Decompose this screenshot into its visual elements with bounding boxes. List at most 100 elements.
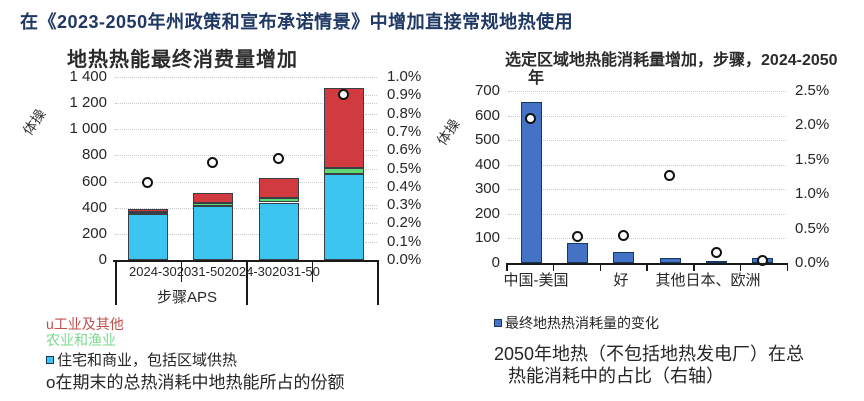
- bar-segment-residential: [258, 202, 299, 260]
- gridline: [508, 238, 786, 240]
- gridline: [115, 233, 377, 235]
- right-legend-label: 最终地热热消耗量的变化: [505, 315, 659, 331]
- x-axis-tick: [506, 263, 508, 271]
- y-axis-tick-label: 400: [474, 155, 500, 173]
- y2-axis-tick-label: 0.1%: [387, 232, 422, 250]
- gridline: [115, 207, 377, 209]
- bar-segment-agriculture: [258, 198, 299, 203]
- bar-segment-agriculture: [127, 212, 168, 214]
- bar-segment-agriculture: [324, 168, 365, 175]
- gridline-stub: [365, 113, 377, 115]
- gridline-stub: [365, 150, 377, 152]
- y2-axis-tick-label: 0.4%: [387, 177, 422, 195]
- x-axis-category-label: 2024-30: [224, 264, 273, 279]
- x-axis-group-line: [377, 260, 379, 305]
- y-axis-tick-label: 0: [98, 251, 107, 268]
- gridline: [508, 213, 786, 215]
- y2-axis-tick-label: 0.5%: [795, 219, 830, 237]
- right-chart-title-text: 选定区域地热能消耗量增加，步骤，: [505, 52, 762, 69]
- y-axis-tick-label: 1 000: [69, 120, 107, 138]
- right-caption-line1: 2050年地热（不包括地热发电厂）在总: [494, 344, 805, 364]
- gridline: [508, 189, 786, 191]
- legend-share-label: 在期末的总热消耗中地热能所占的份额: [55, 373, 345, 392]
- x-axis-tick: [786, 263, 788, 271]
- legend-agriculture-label: 农业和渔业: [46, 332, 116, 348]
- y2-axis-tick-label: 0.6%: [387, 141, 422, 159]
- bar-segment-industry: [324, 87, 365, 169]
- share-marker: [207, 157, 219, 168]
- x-axis-category-label: 2031-50: [176, 264, 225, 279]
- bar-segment-residential: [324, 174, 365, 260]
- share-marker: [571, 230, 583, 242]
- right-caption-line2: 热能消耗中的占比（右轴）: [508, 366, 724, 386]
- legend-agriculture: 农业和渔业: [46, 330, 116, 350]
- right-chart-title-years: 2024-2050: [761, 52, 838, 69]
- square-bullet-icon: u: [46, 316, 54, 332]
- y2-axis-tick-label: 0.8%: [387, 104, 422, 122]
- x-axis-group-line: [115, 260, 117, 305]
- x-axis-tick: [311, 260, 313, 282]
- legend-residential: 住宅和商业，包括区域供热: [46, 349, 237, 370]
- x-axis-tick: [693, 263, 695, 271]
- y-axis-tick-label: 0: [491, 254, 500, 271]
- gridline-stub: [365, 223, 377, 225]
- y2-axis-tick-label: 1.0%: [795, 185, 830, 203]
- y-axis-tick-label: 700: [474, 82, 500, 99]
- bar-consumption-change: [613, 251, 635, 263]
- y2-axis-tick-label: 2.5%: [795, 82, 830, 99]
- gridline: [115, 77, 377, 78]
- cyan-square-icon: [46, 356, 54, 364]
- left-chart-y-axis-label: 体操: [19, 105, 49, 139]
- gridline: [508, 91, 786, 92]
- bar-segment-industry: [193, 192, 234, 204]
- share-marker: [617, 229, 629, 241]
- left-chart-title: 地热热能最终消费量增加: [67, 49, 298, 71]
- bar-segment-industry: [258, 177, 299, 199]
- y2-axis-tick-label: 0.7%: [387, 122, 422, 140]
- bar-consumption-change: [706, 261, 727, 263]
- y-axis-tick-label: 200: [474, 204, 500, 222]
- gridline: [115, 129, 377, 131]
- y2-axis-tick-label: 0.0%: [387, 251, 422, 268]
- x-axis-tick: [646, 263, 648, 271]
- y-axis-tick-label: 600: [474, 106, 500, 124]
- bar-consumption-change: [520, 102, 542, 263]
- x-axis-tick: [180, 260, 182, 282]
- legend-residential-label: 住宅和商业，包括区域供热: [57, 352, 238, 369]
- y-axis-tick-label: 1 200: [69, 94, 107, 112]
- bar-consumption-change: [659, 258, 681, 263]
- y-axis-tick-label: 100: [474, 229, 500, 247]
- y2-axis-tick-label: 1.5%: [795, 150, 830, 168]
- y-axis-tick-label: 1 400: [69, 68, 107, 85]
- gridline-stub: [365, 131, 377, 133]
- gridline-stub: [365, 95, 377, 97]
- gridline: [508, 115, 786, 117]
- y-axis-tick-label: 500: [474, 131, 500, 149]
- bar-segment-industry: [127, 209, 168, 212]
- right-chart-title: 选定区域地热能消耗量增加，步骤，2024-2050: [505, 46, 838, 70]
- right-legend: 最终地热热消耗量的变化: [494, 313, 659, 333]
- legend-industry: u工业及其他: [46, 314, 124, 334]
- y2-axis-tick-label: 0.5%: [387, 159, 422, 177]
- y2-axis-tick-label: 0.0%: [795, 254, 830, 271]
- bar-consumption-change: [567, 243, 588, 263]
- blue-square-icon: [494, 319, 502, 327]
- share-marker: [338, 89, 350, 101]
- gridline: [508, 164, 786, 166]
- y-axis-tick-label: 400: [81, 198, 107, 216]
- gridline: [115, 155, 377, 157]
- left-chart-group-label: 步骤APS: [157, 289, 218, 306]
- share-marker: [272, 153, 284, 165]
- y2-axis-tick-label: 0.2%: [387, 214, 422, 232]
- x-axis-tick: [552, 263, 555, 271]
- share-marker: [664, 169, 676, 181]
- x-axis-region-label: 中国-美国: [503, 272, 569, 289]
- y-axis-tick-label: 800: [81, 146, 107, 164]
- gridline-stub: [365, 186, 377, 188]
- bar-segment-residential: [127, 213, 168, 260]
- x-axis-category-label: 2024-30: [129, 264, 177, 279]
- y2-axis-tick-label: 0.3%: [387, 196, 422, 214]
- bar-segment-agriculture: [193, 203, 234, 207]
- x-axis-category-labels: 2024-30 2031-50 2024-30 2031-50: [129, 264, 320, 279]
